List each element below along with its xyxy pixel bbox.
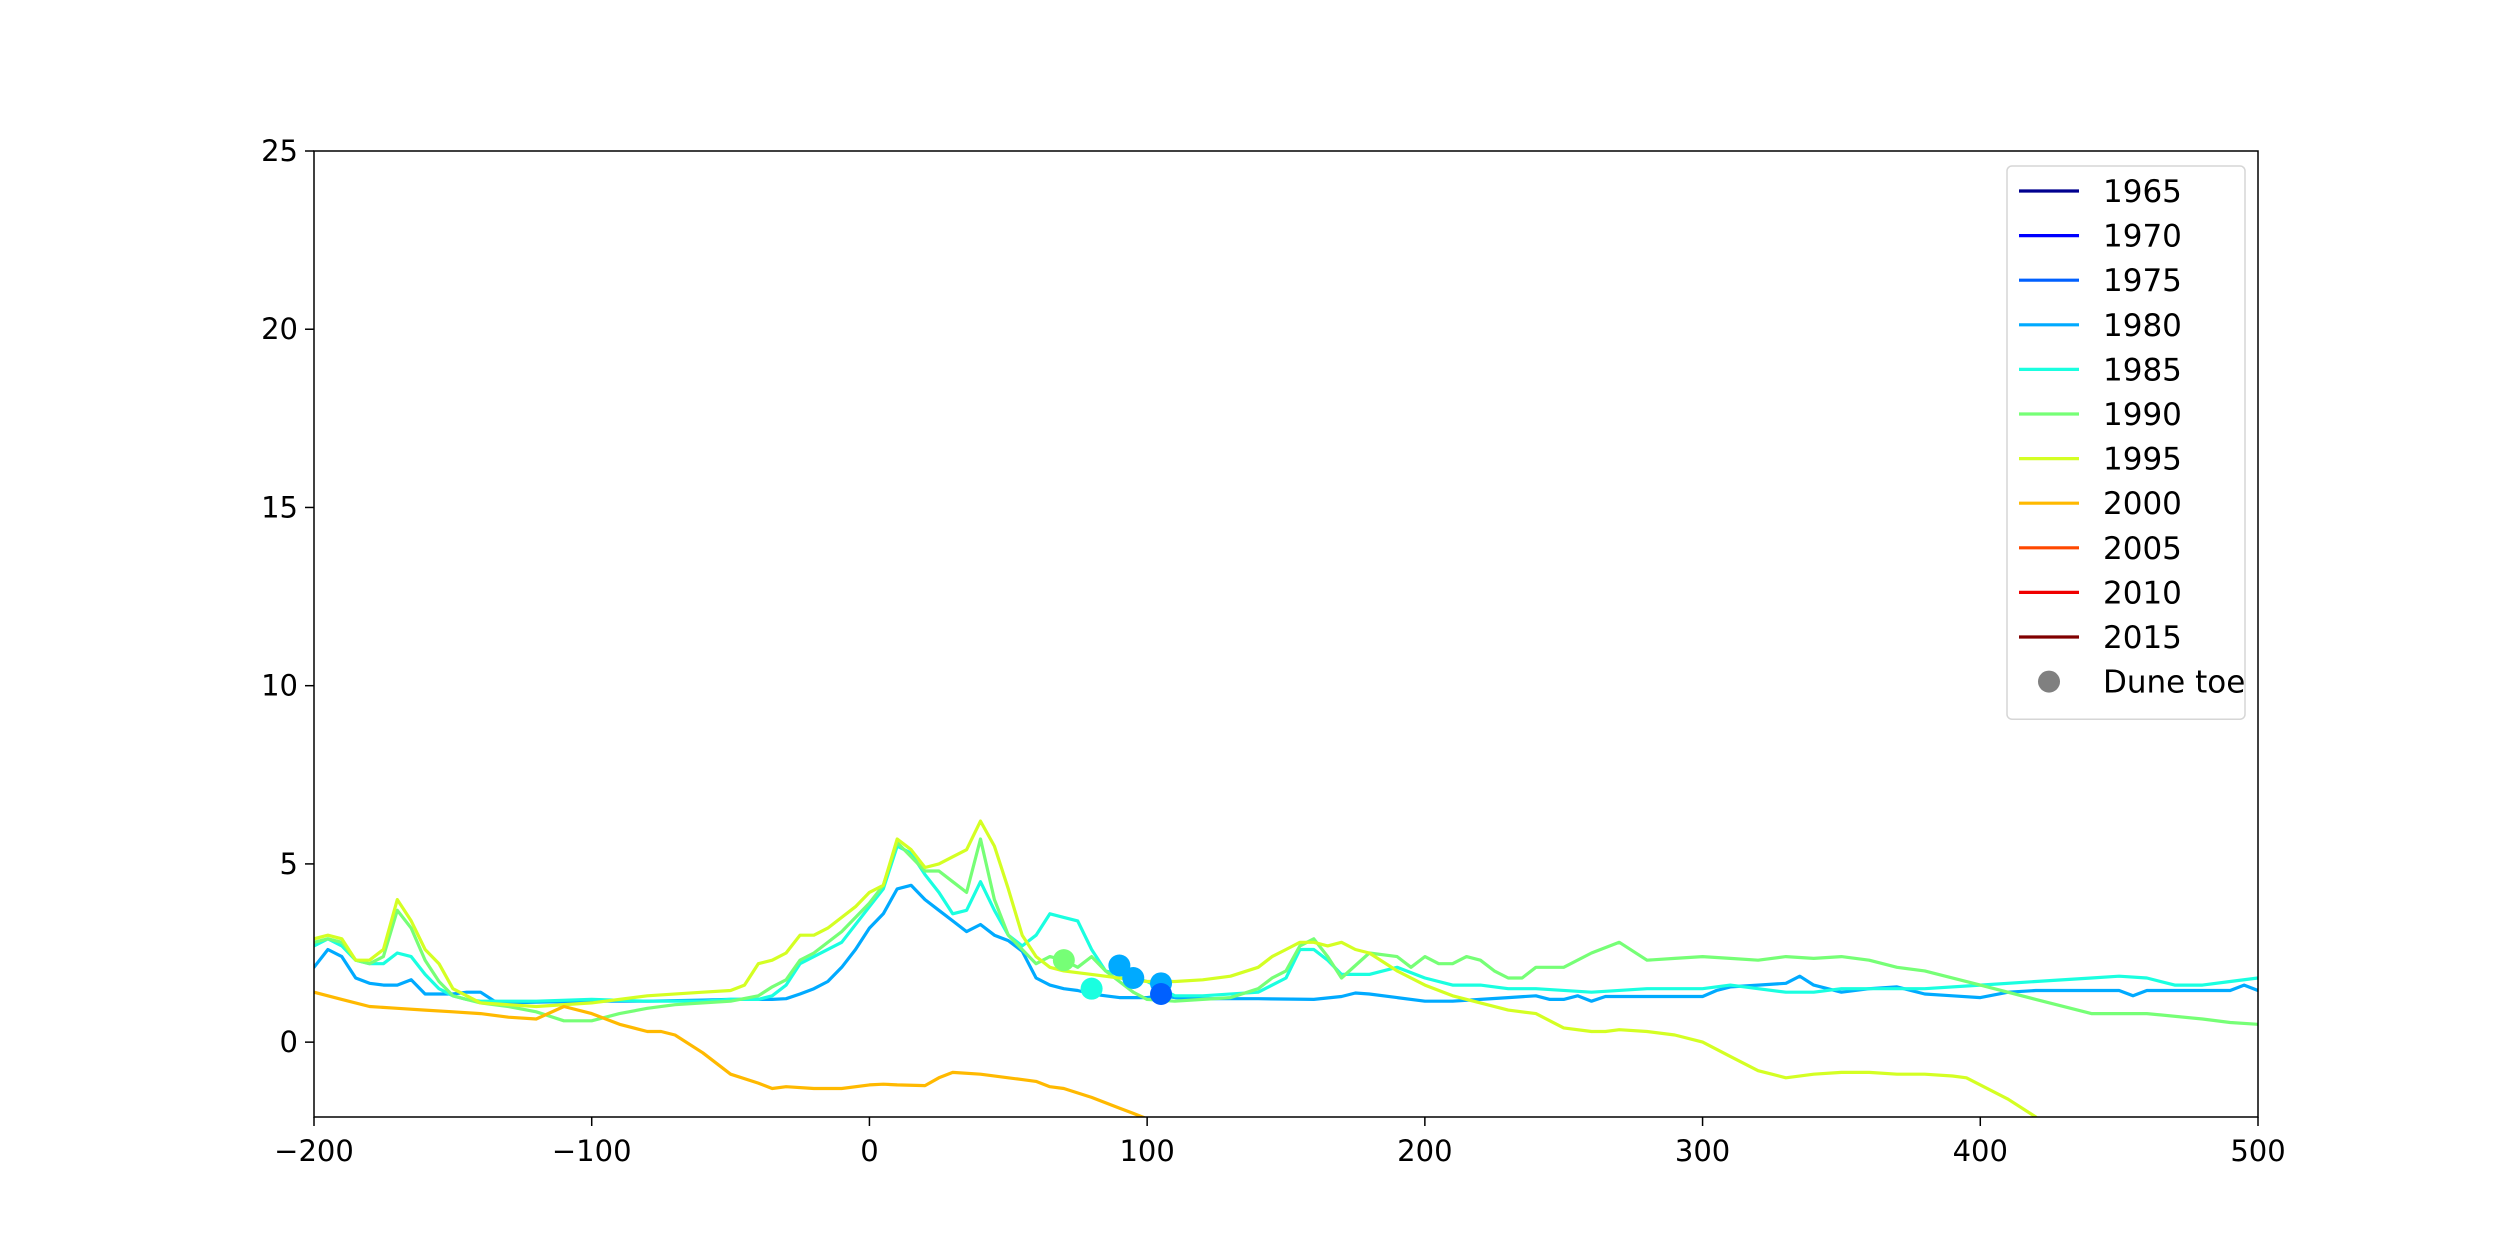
- legend-label-1965: 1965: [2103, 174, 2182, 210]
- legend-box: [2006, 165, 2246, 720]
- x-tick-label: 300: [1675, 1134, 1730, 1168]
- x-tick-label: 100: [1119, 1134, 1174, 1168]
- y-tick-label: 10: [261, 669, 298, 703]
- x-tick-label: 500: [2230, 1134, 2285, 1168]
- legend-label-1975: 1975: [2103, 263, 2182, 299]
- legend-swatch-dune-toe: [2038, 670, 2060, 693]
- legend-label-2005: 2005: [2103, 531, 2182, 567]
- legend-label-1970: 1970: [2103, 219, 2182, 255]
- series-line-2000: [314, 990, 1147, 1117]
- y-tick-label: 5: [280, 847, 298, 881]
- x-tick-label: 200: [1397, 1134, 1452, 1168]
- x-tick-label: −200: [274, 1134, 354, 1168]
- axis-ticks: −200 −100 0 100 200 300 400 500 0 5 10 15 20 25: [261, 134, 2286, 1168]
- legend: 1965 1970 1975 1980 1985 1990 1995 2000 2005 2010…: [2006, 165, 2246, 720]
- y-tick-label: 15: [261, 490, 298, 524]
- legend-label-1985: 1985: [2103, 352, 2182, 388]
- dune-toe-point: [1052, 949, 1075, 972]
- legend-label-1995: 1995: [2103, 442, 2182, 478]
- x-tick-label: 0: [860, 1134, 878, 1168]
- legend-label-2015: 2015: [2103, 620, 2182, 656]
- y-tick-label: 0: [280, 1025, 298, 1059]
- legend-label-1990: 1990: [2103, 397, 2182, 433]
- x-tick-label: 400: [1953, 1134, 2008, 1168]
- legend-label-2000: 2000: [2103, 486, 2182, 522]
- series-line-1985: [314, 844, 2258, 1003]
- plot-frame: [313, 150, 2259, 1118]
- x-tick-label: −100: [552, 1134, 632, 1168]
- dune-toe-point: [1122, 966, 1145, 989]
- y-tick-label: 25: [261, 134, 298, 168]
- dune-toe-markers: [1052, 949, 1173, 1006]
- legend-label-1980: 1980: [2103, 308, 2182, 344]
- legend-label-2010: 2010: [2103, 575, 2182, 611]
- series-lines: [314, 819, 2258, 1117]
- y-tick-label: 20: [261, 312, 298, 346]
- dune-toe-point: [1150, 983, 1173, 1006]
- series-line-1995: [314, 819, 2038, 1117]
- legend-label-dune-toe: Dune toe: [2103, 665, 2245, 701]
- dune-toe-point: [1080, 977, 1103, 1000]
